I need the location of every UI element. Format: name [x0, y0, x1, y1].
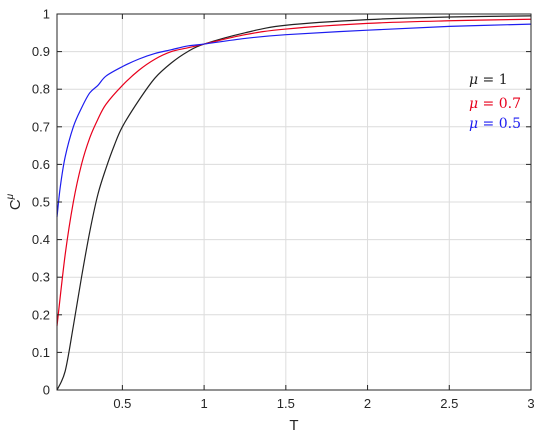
y-tick-label: 0.5 — [32, 195, 50, 210]
legend-entry-2: μ = 0.7 — [469, 96, 521, 112]
axis-ticks: 0.5 1 1.5 2 2.5 3 0 0.1 0.2 0.3 0.4 0.5 0.6 0.7 0.8 0.9… — [32, 7, 535, 412]
y-tick-label: 0.3 — [32, 270, 50, 285]
series-line-1 — [56, 15, 532, 391]
legend-value: = 1 — [478, 72, 508, 88]
y-tick-label: 1 — [43, 7, 50, 22]
legend-entry-1: μ = 1 — [469, 72, 508, 88]
y-axis-label-superscript: μ — [5, 193, 16, 200]
legend-symbol: μ — [469, 96, 478, 112]
legend-entry-3: μ = 0.5 — [469, 116, 521, 132]
y-tick-label: 0.9 — [32, 44, 50, 59]
legend: μ = 1μ = 0.7μ = 0.5 — [469, 72, 521, 132]
legend-value: = 0.7 — [478, 96, 521, 112]
x-axis-label: T — [289, 417, 298, 434]
y-tick-label: 0.1 — [32, 345, 50, 360]
series-line-2 — [56, 18, 532, 327]
y-axis-label-base: C — [7, 199, 24, 210]
legend-symbol: μ — [469, 72, 478, 88]
y-tick-label: 0.8 — [32, 82, 50, 97]
x-tick-label: 1 — [200, 396, 207, 411]
legend-symbol: μ — [469, 116, 478, 132]
x-tick-label: 0.5 — [113, 396, 131, 411]
x-tick-label: 2 — [364, 396, 371, 411]
y-axis-label: Cμ — [5, 193, 24, 210]
x-tick-label: 2.5 — [440, 396, 458, 411]
y-tick-label: 0.2 — [32, 307, 50, 322]
x-tick-label: 1.5 — [277, 396, 295, 411]
y-tick-label: 0.6 — [32, 157, 50, 172]
series-line-3 — [56, 23, 532, 218]
y-tick-label: 0.7 — [32, 119, 50, 134]
series-lines — [56, 15, 532, 391]
y-tick-label: 0.4 — [32, 232, 50, 247]
legend-value: = 0.5 — [478, 116, 521, 132]
x-tick-label: 3 — [527, 396, 534, 411]
y-tick-label: 0 — [43, 383, 50, 398]
